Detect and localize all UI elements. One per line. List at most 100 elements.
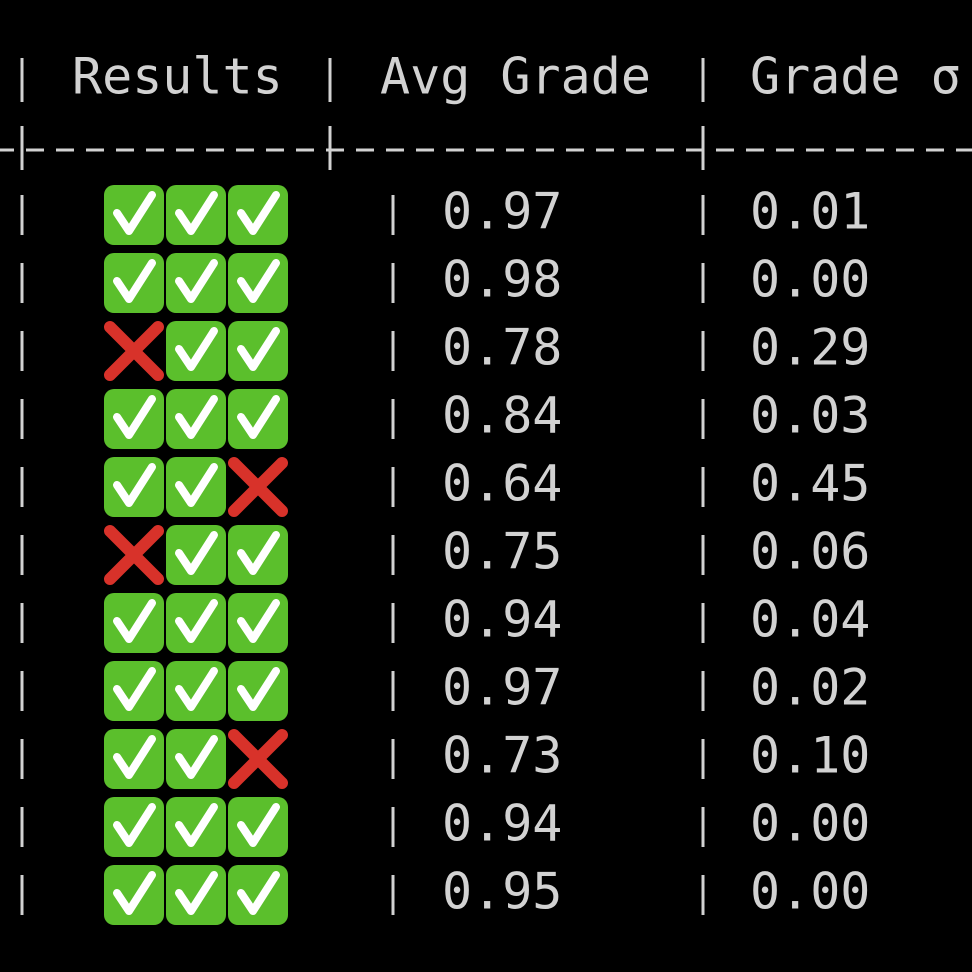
pass-icon: [166, 185, 226, 245]
pass-icon: [228, 253, 288, 313]
check: [237, 395, 280, 439]
check: [175, 871, 218, 915]
check: [175, 395, 218, 439]
pass-icon: [228, 797, 288, 857]
table-row: 0.73 0.10: [20, 727, 870, 789]
pass-icon: [166, 389, 226, 449]
grade-sigma: 0.04: [750, 591, 870, 649]
pass-icon: [228, 389, 288, 449]
avg-grade: 0.75: [442, 523, 562, 581]
grade-sigma: 0.02: [750, 659, 870, 717]
grade-sigma: 0.00: [750, 795, 870, 853]
check: [237, 531, 280, 575]
table-row: 0.97 0.01: [20, 183, 870, 245]
pass-icon: [104, 729, 164, 789]
table-row: 0.84 0.03: [20, 387, 870, 449]
avg-grade: 0.84: [442, 387, 562, 445]
table-row: 0.95 0.00: [20, 863, 870, 925]
pass-icon: [166, 797, 226, 857]
cross: [104, 321, 164, 381]
check: [113, 735, 156, 779]
check: [175, 803, 218, 847]
table-row: 0.64 0.45: [20, 455, 870, 517]
avg-grade: 0.73: [442, 727, 562, 785]
header-cell: Avg Grade: [380, 48, 651, 106]
pass-icon: [166, 253, 226, 313]
pass-icon: [228, 185, 288, 245]
table-row: 0.94 0.04: [20, 591, 870, 653]
avg-grade: 0.95: [442, 863, 562, 921]
pass-icon: [104, 593, 164, 653]
grade-sigma: 0.03: [750, 387, 870, 445]
pass-icon: [228, 865, 288, 925]
check: [237, 599, 280, 643]
grade-sigma: 0.01: [750, 183, 870, 241]
avg-grade: 0.94: [442, 591, 562, 649]
fail-icon: [104, 321, 164, 381]
table-row: 0.97 0.02: [20, 659, 870, 721]
avg-grade: 0.78: [442, 319, 562, 377]
check: [237, 191, 280, 235]
grade-sigma: 0.00: [750, 251, 870, 309]
check: [175, 599, 218, 643]
check: [237, 327, 280, 371]
pass-icon: [104, 253, 164, 313]
grade-sigma: 0.29: [750, 319, 870, 377]
check: [237, 667, 280, 711]
avg-grade: 0.64: [442, 455, 562, 513]
fail-icon: [228, 729, 288, 789]
pass-icon: [228, 593, 288, 653]
cross: [228, 457, 288, 517]
pass-icon: [104, 661, 164, 721]
check: [113, 259, 156, 303]
check: [175, 735, 218, 779]
check: [175, 259, 218, 303]
pass-icon: [228, 321, 288, 381]
pass-icon: [104, 389, 164, 449]
avg-grade: 0.97: [442, 183, 562, 241]
pass-icon: [166, 865, 226, 925]
check: [113, 463, 156, 507]
pass-icon: [104, 185, 164, 245]
check: [113, 395, 156, 439]
check: [113, 599, 156, 643]
check: [113, 667, 156, 711]
check: [237, 871, 280, 915]
check: [113, 191, 156, 235]
check: [175, 327, 218, 371]
pass-icon: [104, 865, 164, 925]
header-cell: Results: [72, 48, 283, 106]
table-row: 0.78 0.29: [20, 319, 870, 381]
pass-icon: [228, 525, 288, 585]
pass-icon: [228, 661, 288, 721]
table-row: 0.75 0.06: [20, 523, 870, 585]
check: [175, 531, 218, 575]
grade-sigma: 0.45: [750, 455, 870, 513]
avg-grade: 0.97: [442, 659, 562, 717]
pass-icon: [166, 661, 226, 721]
check: [237, 803, 280, 847]
fail-icon: [228, 457, 288, 517]
check: [175, 667, 218, 711]
pass-icon: [166, 457, 226, 517]
header-row: Results Avg Grade Grade σ: [20, 48, 961, 106]
pass-icon: [104, 457, 164, 517]
check: [175, 463, 218, 507]
cross: [104, 525, 164, 585]
grade-sigma: 0.00: [750, 863, 870, 921]
grade-sigma: 0.10: [750, 727, 870, 785]
check: [113, 803, 156, 847]
avg-grade: 0.98: [442, 251, 562, 309]
avg-grade: 0.94: [442, 795, 562, 853]
header-cell: Grade σ: [750, 48, 961, 106]
pass-icon: [166, 525, 226, 585]
fail-icon: [104, 525, 164, 585]
check: [237, 259, 280, 303]
pass-icon: [166, 593, 226, 653]
check: [113, 871, 156, 915]
pass-icon: [166, 321, 226, 381]
pass-icon: [104, 797, 164, 857]
check: [175, 191, 218, 235]
grade-sigma: 0.06: [750, 523, 870, 581]
